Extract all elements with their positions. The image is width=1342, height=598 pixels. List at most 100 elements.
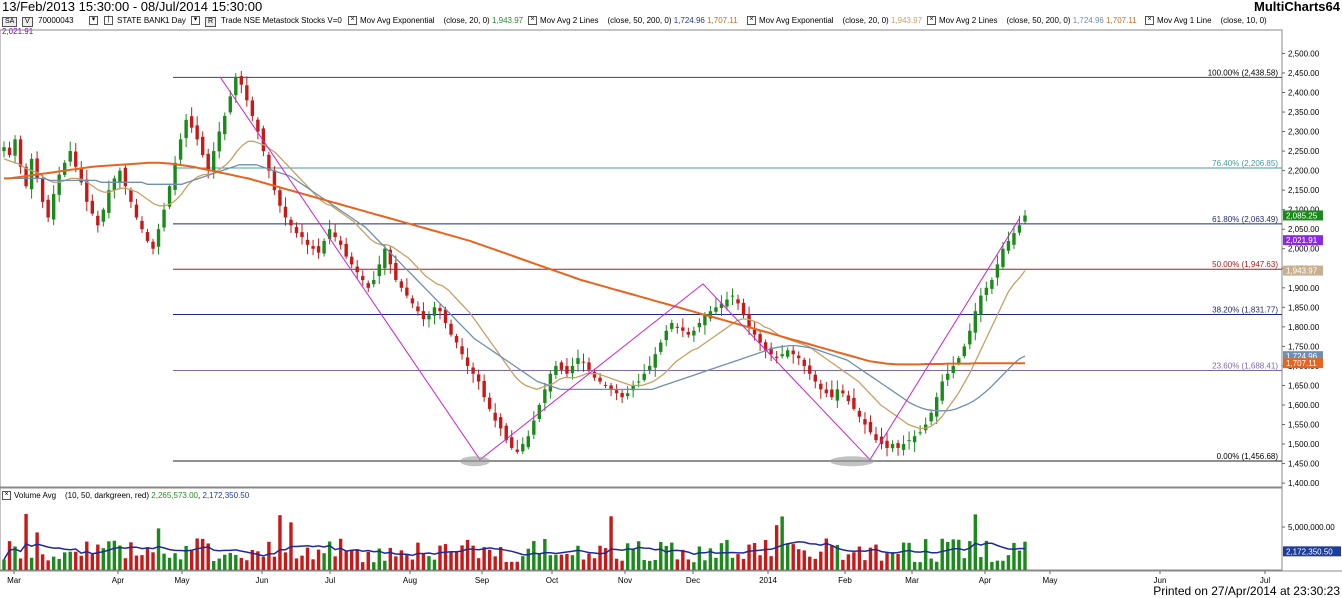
volume-bar (863, 560, 867, 570)
y-tick-label: 1,600.00 (1288, 401, 1320, 410)
volume-bar (327, 541, 332, 570)
study-close-icon[interactable]: × (927, 16, 936, 26)
volume-bar (819, 551, 823, 570)
volume-bar (349, 549, 354, 570)
volume-bar (714, 557, 718, 570)
candle-body (338, 240, 343, 245)
volume-bar (7, 541, 12, 570)
volume-bar (521, 556, 525, 570)
symbol-dropdown-icon[interactable]: ▾ (89, 16, 101, 26)
volume-bar (482, 547, 486, 570)
volume-bar (101, 548, 106, 570)
study-3[interactable]: × Mov Avg Exponential (close, 20, 0) 1,94… (747, 16, 922, 26)
volume-bar (874, 544, 878, 570)
study-close-icon[interactable]: × (747, 16, 756, 26)
volume-bar (581, 559, 586, 570)
volume-bar (250, 550, 255, 570)
candle-body (929, 412, 933, 422)
volume-bar (907, 542, 911, 570)
volume-bar (510, 561, 514, 570)
volume-bar (228, 552, 232, 570)
candle-body (7, 147, 12, 155)
symbol-toggle-icon[interactable]: | (104, 16, 116, 26)
candle-body (957, 358, 961, 364)
y-tick-label: 1,650.00 (1288, 381, 1320, 390)
candle-body (51, 194, 56, 220)
y-tick-label: 2,450.00 (1288, 69, 1320, 78)
candle-body (598, 377, 602, 382)
volume-bar (852, 552, 856, 570)
y-tick-label: 1,750.00 (1288, 342, 1320, 351)
study-close-icon[interactable]: × (528, 16, 537, 26)
candle-body (178, 139, 183, 160)
fib-level-label: 100.00% (2,438.58) (1208, 68, 1279, 77)
x-tick-label: Mar (905, 576, 919, 585)
volume-avg-flag (1283, 546, 1341, 557)
volume-bar (366, 551, 370, 570)
candle-body (625, 393, 630, 397)
candle-body (355, 266, 359, 273)
volume-bar (471, 545, 475, 570)
volume-bar (206, 543, 210, 570)
candle-body (107, 190, 111, 213)
volume-bar (648, 560, 652, 570)
volume-bar (272, 556, 277, 570)
volume-bar (979, 557, 983, 570)
volume-bar (636, 541, 641, 570)
vol-tick-label: 5,000,000.00 (1288, 523, 1335, 532)
status-box-r[interactable]: R (205, 16, 218, 27)
y-tick-label: 1,450.00 (1288, 460, 1320, 469)
fib-level-label: 76.40% (2,206.85) (1212, 159, 1278, 168)
volume-bar (74, 551, 78, 570)
study-1[interactable]: × Mov Avg Exponential (close, 20, 0) 1,94… (348, 16, 523, 26)
candle-body (708, 311, 713, 319)
candle-body (846, 395, 851, 402)
study-5[interactable]: × Mov Avg 1 Line (close, 10, 0) (1145, 16, 1267, 26)
volume-bar (24, 513, 28, 570)
volume-bar (162, 553, 166, 570)
candle-body (13, 139, 17, 156)
candle-body (752, 329, 757, 335)
price-flag (1283, 351, 1323, 362)
candle-body (377, 264, 381, 277)
volume-bar (178, 559, 183, 570)
candle-body (438, 307, 442, 312)
volume-bar (946, 541, 950, 570)
candle-body (189, 116, 194, 128)
volume-bar (195, 538, 199, 570)
study-close-icon[interactable]: × (1145, 16, 1154, 26)
volume-bar (929, 558, 933, 570)
study-2[interactable]: × Mov Avg 2 Lines (close, 50, 200, 0) 1,7… (528, 16, 738, 26)
volume-bar (267, 541, 271, 570)
y-tick-label: 2,250.00 (1288, 147, 1320, 156)
volume-bar (995, 560, 1000, 570)
study-close-icon[interactable]: × (348, 16, 357, 26)
x-tick-label: May (1042, 576, 1057, 585)
candle-body (653, 354, 657, 368)
volume-bar (156, 528, 161, 570)
volume-bar (653, 559, 657, 570)
status-box-v[interactable]: V (22, 16, 35, 27)
candle-body (272, 170, 277, 191)
volume-bar (984, 540, 989, 570)
study-4[interactable]: × Mov Avg 2 Lines (close, 50, 200, 0) 1,7… (927, 16, 1137, 26)
candle-body (212, 151, 216, 172)
volume-bar (344, 551, 348, 570)
volume-close-icon[interactable]: × (2, 491, 11, 501)
candle-body (532, 420, 536, 435)
candle-body (697, 322, 702, 328)
candle-body (151, 241, 155, 249)
volume-bar (526, 548, 530, 570)
volume-bar (962, 558, 966, 570)
candle-body (968, 330, 972, 345)
volume-bar (35, 532, 39, 570)
candle-body (852, 397, 856, 409)
resolution-dropdown-icon[interactable]: ▾ (191, 16, 203, 26)
status-box-sa[interactable]: SA (2, 16, 19, 27)
candle-body (774, 356, 779, 359)
candle-body (162, 209, 166, 228)
candle-body (979, 295, 983, 315)
volume-legend[interactable]: × Volume Avg (10, 50, darkgreen, red) 2,2… (2, 491, 249, 501)
candle-body (923, 424, 928, 431)
